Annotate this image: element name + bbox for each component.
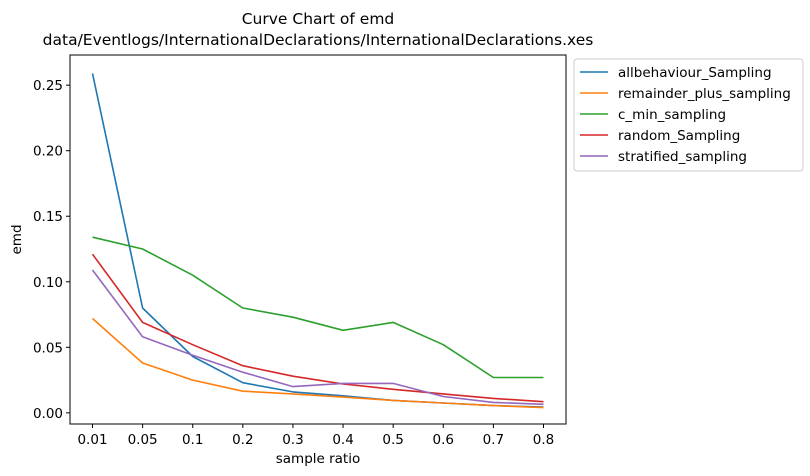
y-axis-label: emd: [9, 224, 25, 254]
plot-frame: [69, 54, 567, 425]
y-tick-label: 0.10: [33, 275, 63, 291]
x-axis-ticks: 0.01 0.05 0.1 0.2 0.3 0.4 0.5 0.6 0.7 0.8: [77, 424, 554, 448]
plot-lines: [91, 73, 544, 409]
y-tick-label: 0.20: [33, 144, 63, 160]
y-tick-label: 0.00: [33, 406, 63, 422]
series-line-remainder-plus-sampling: [91, 317, 544, 409]
series-line-stratified-sampling: [91, 269, 544, 406]
y-axis-ticks: 0.00 0.05 0.10 0.15 0.20 0.25: [33, 78, 70, 422]
x-axis-label: sample ratio: [276, 451, 361, 467]
y-tick-label: 0.25: [33, 78, 63, 94]
x-tick-label: 0.5: [382, 432, 403, 448]
x-tick-label: 0.7: [483, 432, 504, 448]
x-tick-label: 0.01: [77, 432, 107, 448]
legend: allbehaviour_Sampling remainder_plus_samp…: [573, 58, 804, 172]
series-line-c-min-sampling: [92, 236, 544, 379]
legend-frame: [573, 58, 804, 172]
x-tick-label: 0.05: [128, 432, 158, 448]
legend-label: random_Sampling: [618, 128, 740, 144]
legend-label: stratified_sampling: [618, 149, 747, 165]
legend-label: allbehaviour_Sampling: [618, 65, 772, 81]
legend-label: c_min_sampling: [618, 107, 726, 123]
y-tick-label: 0.15: [33, 209, 63, 225]
x-tick-label: 0.6: [433, 432, 454, 448]
chart-title: Curve Chart of emd: [242, 10, 395, 28]
x-tick-label: 0.2: [232, 432, 253, 448]
series-line-random-sampling: [91, 253, 544, 403]
chart-subtitle: data/Eventlogs/InternationalDeclarations…: [43, 31, 594, 49]
x-tick-label: 0.4: [332, 432, 353, 448]
y-tick-label: 0.05: [33, 340, 63, 356]
series-line-allbehaviour-sampling: [91, 73, 544, 408]
x-tick-label: 0.1: [182, 432, 203, 448]
legend-label: remainder_plus_sampling: [618, 86, 791, 102]
x-tick-label: 0.8: [533, 432, 554, 448]
x-tick-label: 0.3: [282, 432, 303, 448]
